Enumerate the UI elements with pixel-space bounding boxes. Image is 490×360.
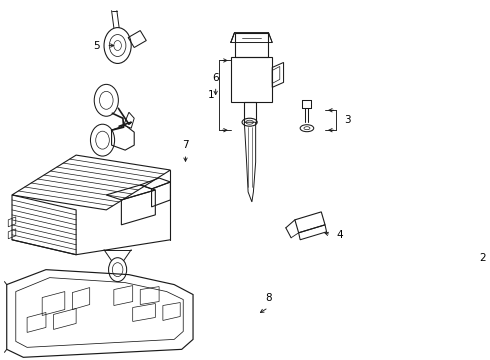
- Text: 1: 1: [208, 90, 214, 100]
- Text: 8: 8: [265, 293, 272, 302]
- Text: 5: 5: [94, 41, 100, 50]
- Bar: [231, 58, 272, 102]
- Text: 7: 7: [182, 140, 189, 150]
- Text: 3: 3: [344, 115, 350, 125]
- Text: 6: 6: [212, 73, 219, 84]
- Bar: [235, 32, 269, 58]
- Text: 2: 2: [480, 253, 486, 263]
- Text: 4: 4: [336, 230, 343, 240]
